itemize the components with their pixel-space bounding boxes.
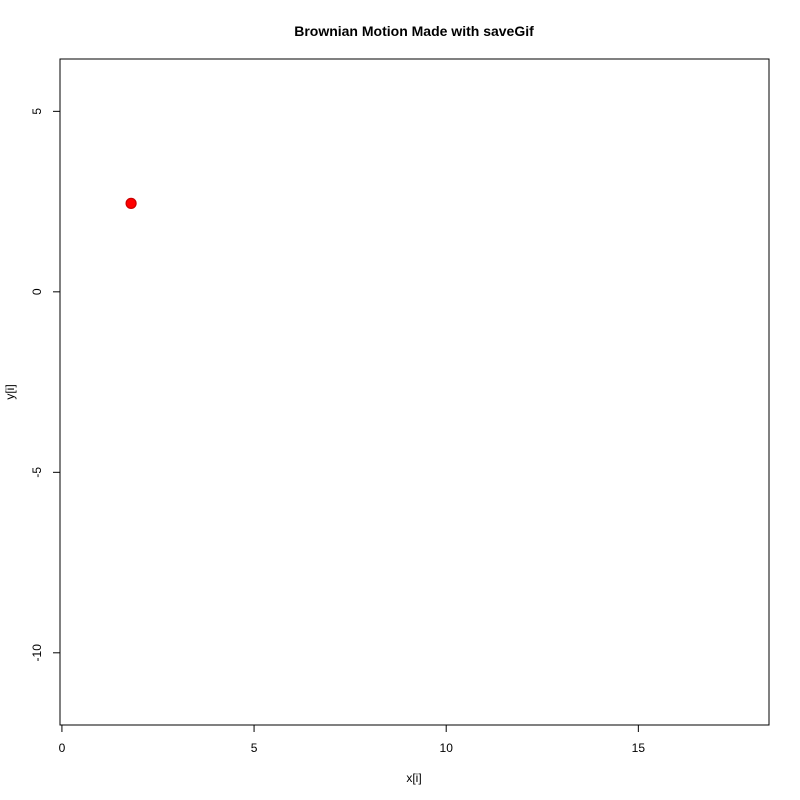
x-axis: 0 5 10 15	[59, 724, 646, 755]
y-axis: -10 -5 0 5	[30, 108, 61, 662]
data-point	[125, 197, 137, 209]
y-axis-label: y[i]	[3, 384, 17, 399]
x-axis-label: x[i]	[406, 771, 421, 785]
y-tick-label: 0	[30, 288, 44, 295]
y-tick-label: 5	[30, 108, 44, 115]
x-tick-label: 0	[59, 741, 66, 755]
x-tick-label: 10	[440, 741, 454, 755]
chart-title: Brownian Motion Made with saveGif	[294, 23, 534, 39]
x-tick-label: 5	[251, 741, 258, 755]
y-tick-label: -5	[30, 467, 44, 478]
x-tick-label: 15	[632, 741, 646, 755]
y-tick-label: -10	[30, 644, 44, 662]
data-points	[125, 197, 137, 209]
plot-frame	[59, 58, 770, 726]
